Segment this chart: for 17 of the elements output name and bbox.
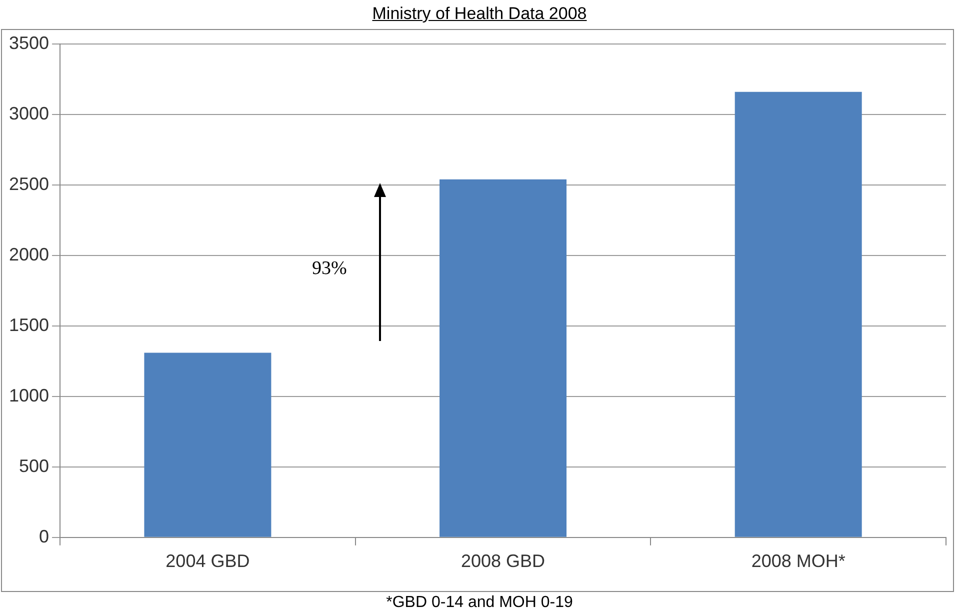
y-tick-label: 1000	[8, 385, 50, 406]
annotation: 93%	[312, 258, 347, 280]
x-tick-label: 2008 GBD	[460, 551, 546, 572]
x-tick-label: 2008 MOH*	[751, 551, 846, 572]
x-tick-label: 2004 GBD	[166, 551, 250, 572]
bar	[144, 352, 272, 537]
y-tick-label: 3500	[8, 32, 50, 53]
y-tick-label: 1500	[8, 314, 50, 335]
bar	[734, 92, 862, 537]
bar	[440, 179, 567, 537]
y-tick-label: 0	[39, 526, 50, 546]
y-tick-label: 2000	[8, 244, 50, 264]
y-tick-label: 2500	[8, 174, 50, 194]
y-tick-label: 500	[18, 456, 50, 476]
y-tick-label: 3000	[8, 103, 50, 124]
text: *GBD 0-14 and MOH 0-19	[385, 594, 574, 612]
chart-title: Ministry of Health Data 2008	[371, 4, 588, 24]
